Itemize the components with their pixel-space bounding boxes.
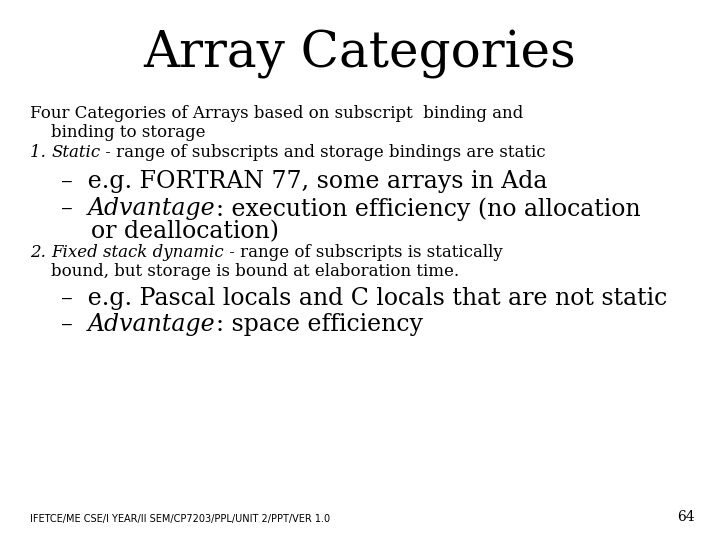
Text: bound, but storage is bound at elaboration time.: bound, but storage is bound at elaborati… xyxy=(30,263,459,280)
Text: Fixed stack dynamic: Fixed stack dynamic xyxy=(51,244,224,261)
Text: 1.: 1. xyxy=(30,144,51,161)
Text: - range of subscripts is statically: - range of subscripts is statically xyxy=(224,244,503,261)
Text: Advantage: Advantage xyxy=(88,313,215,336)
Text: –  e.g. Pascal locals and C locals that are not static: – e.g. Pascal locals and C locals that a… xyxy=(61,287,667,310)
Text: –  e.g. FORTRAN 77, some arrays in Ada: – e.g. FORTRAN 77, some arrays in Ada xyxy=(61,170,548,193)
Text: –: – xyxy=(61,197,88,220)
Text: 2.: 2. xyxy=(30,244,51,261)
Text: Static: Static xyxy=(51,144,101,161)
Text: Advantage: Advantage xyxy=(88,197,215,220)
Text: Array Categories: Array Categories xyxy=(143,30,577,79)
Text: 64: 64 xyxy=(678,510,695,524)
Text: : execution efficiency (no allocation: : execution efficiency (no allocation xyxy=(215,197,640,221)
Text: - range of subscripts and storage bindings are static: - range of subscripts and storage bindin… xyxy=(101,144,546,161)
Text: or deallocation): or deallocation) xyxy=(61,220,279,243)
Text: binding to storage: binding to storage xyxy=(30,124,206,141)
Text: Four Categories of Arrays based on subscript  binding and: Four Categories of Arrays based on subsc… xyxy=(30,105,523,122)
Text: –: – xyxy=(61,313,88,336)
Text: IFETCE/ME CSE/I YEAR/II SEM/CP7203/PPL/UNIT 2/PPT/VER 1.0: IFETCE/ME CSE/I YEAR/II SEM/CP7203/PPL/U… xyxy=(30,514,330,524)
Text: : space efficiency: : space efficiency xyxy=(215,313,423,336)
